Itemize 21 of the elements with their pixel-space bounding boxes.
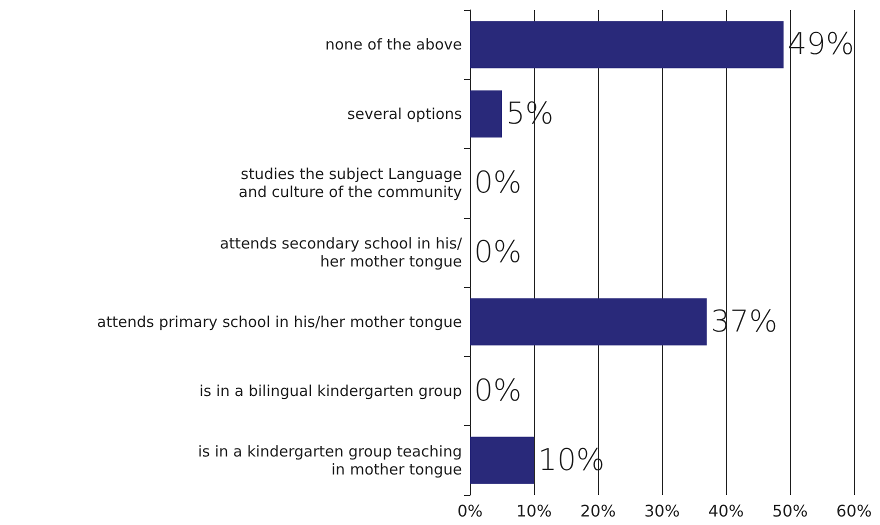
x-tick-label: 40% — [708, 502, 744, 520]
y-tick-label: several options — [347, 104, 462, 123]
y-tick-label: is in a kindergarten group teaching in mother tongue — [198, 442, 462, 478]
y-tick-label: none of the above — [325, 36, 462, 54]
y-tick-label: studies the subject Language and culture of the community — [238, 165, 462, 202]
x-tick-label: 60% — [836, 502, 872, 520]
data-label: 0% — [474, 235, 522, 270]
y-tick-label: attends secondary school in his/ her mother tongue — [220, 234, 463, 270]
bar — [470, 90, 502, 138]
x-tick-label: 20% — [580, 502, 616, 520]
x-tick-label: 30% — [644, 502, 680, 520]
bar — [470, 21, 784, 68]
y-tick-label: is in a bilingual kindergarten group — [199, 382, 462, 400]
bar — [470, 298, 707, 346]
data-label: 0% — [474, 166, 522, 201]
y-tick-label: attends primary school in his/her mother tongue — [97, 312, 462, 331]
x-tick-label: 50% — [772, 502, 808, 520]
x-tick-label: 10% — [516, 502, 552, 520]
x-tick-label: 0% — [457, 502, 483, 520]
data-label: 0% — [474, 374, 522, 409]
bar — [470, 436, 534, 484]
